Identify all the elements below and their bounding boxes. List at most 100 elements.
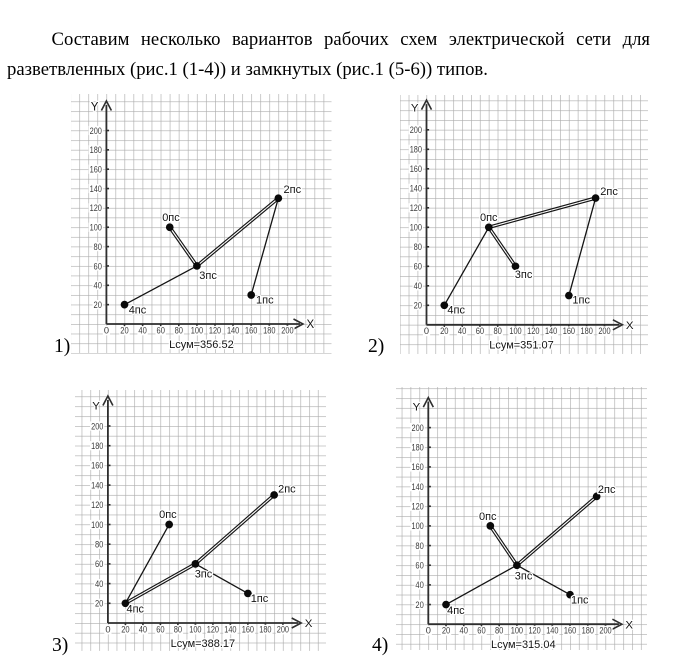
svg-text:140: 140 — [545, 326, 557, 336]
svg-text:Y: Y — [413, 401, 421, 413]
svg-text:Y: Y — [92, 400, 100, 412]
svg-text:80: 80 — [413, 242, 421, 252]
svg-text:160: 160 — [245, 325, 257, 335]
svg-text:40: 40 — [95, 578, 103, 588]
svg-text:120: 120 — [527, 326, 539, 336]
svg-text:80: 80 — [175, 325, 183, 335]
svg-text:60: 60 — [95, 559, 103, 569]
svg-text:20: 20 — [95, 598, 103, 608]
svg-text:80: 80 — [415, 540, 423, 550]
svg-text:140: 140 — [409, 183, 421, 193]
svg-text:40: 40 — [138, 325, 146, 335]
svg-text:180: 180 — [263, 325, 275, 335]
svg-text:0: 0 — [424, 326, 429, 336]
svg-text:140: 140 — [546, 625, 558, 635]
svg-text:100: 100 — [91, 519, 103, 529]
svg-text:4пс: 4пс — [126, 603, 144, 615]
svg-text:40: 40 — [415, 580, 423, 590]
svg-text:X: X — [307, 319, 315, 331]
svg-text:120: 120 — [90, 203, 102, 213]
svg-text:160: 160 — [409, 164, 421, 174]
svg-text:200: 200 — [411, 422, 423, 432]
svg-text:Y: Y — [410, 102, 418, 114]
svg-text:80: 80 — [493, 326, 501, 336]
svg-text:120: 120 — [91, 500, 103, 510]
svg-text:120: 120 — [409, 203, 421, 213]
svg-text:20: 20 — [121, 624, 129, 634]
svg-text:100: 100 — [409, 222, 421, 232]
svg-text:180: 180 — [259, 624, 271, 634]
svg-text:Lсум=356.52: Lсум=356.52 — [169, 339, 234, 351]
svg-text:20: 20 — [94, 300, 102, 310]
svg-text:80: 80 — [94, 242, 102, 252]
svg-text:120: 120 — [207, 624, 219, 634]
svg-text:140: 140 — [224, 624, 236, 634]
svg-text:3пс: 3пс — [514, 268, 532, 280]
svg-text:160: 160 — [562, 326, 574, 336]
svg-text:200: 200 — [281, 325, 293, 335]
svg-text:3пс: 3пс — [199, 270, 217, 282]
svg-text:200: 200 — [90, 126, 102, 136]
svg-text:100: 100 — [411, 521, 423, 531]
svg-text:0: 0 — [105, 624, 110, 634]
svg-text:160: 160 — [242, 624, 254, 634]
svg-text:140: 140 — [90, 184, 102, 194]
svg-text:100: 100 — [509, 326, 521, 336]
svg-text:200: 200 — [598, 326, 610, 336]
svg-text:140: 140 — [227, 325, 239, 335]
svg-text:180: 180 — [409, 144, 421, 154]
svg-text:180: 180 — [411, 442, 423, 452]
svg-text:60: 60 — [477, 625, 485, 635]
svg-text:1пс: 1пс — [251, 592, 269, 604]
svg-text:4пс: 4пс — [447, 304, 465, 316]
svg-text:3пс: 3пс — [195, 568, 213, 580]
svg-text:160: 160 — [411, 462, 423, 472]
svg-text:Y: Y — [91, 102, 99, 114]
svg-text:100: 100 — [191, 325, 203, 335]
svg-text:0пс: 0пс — [162, 212, 180, 224]
svg-text:0: 0 — [104, 325, 109, 335]
svg-text:100: 100 — [189, 624, 201, 634]
svg-text:0: 0 — [426, 625, 431, 635]
svg-text:Lсум=315.04: Lсум=315.04 — [491, 638, 556, 649]
svg-text:40: 40 — [457, 326, 465, 336]
svg-text:60: 60 — [413, 261, 421, 271]
svg-text:60: 60 — [156, 624, 164, 634]
svg-text:180: 180 — [580, 326, 592, 336]
svg-text:Lсум=388.17: Lсум=388.17 — [171, 637, 236, 649]
svg-text:1пс: 1пс — [571, 594, 589, 606]
svg-text:160: 160 — [91, 460, 103, 470]
svg-text:100: 100 — [90, 223, 102, 233]
svg-text:120: 120 — [411, 501, 423, 511]
svg-text:160: 160 — [90, 165, 102, 175]
svg-text:140: 140 — [411, 481, 423, 491]
svg-text:80: 80 — [495, 625, 503, 635]
svg-text:2пс: 2пс — [600, 186, 618, 198]
svg-text:0пс: 0пс — [479, 511, 497, 523]
svg-text:180: 180 — [90, 145, 102, 155]
svg-text:4пс: 4пс — [447, 604, 465, 616]
svg-text:X: X — [625, 619, 633, 631]
svg-text:60: 60 — [415, 560, 423, 570]
svg-text:20: 20 — [442, 625, 450, 635]
svg-text:Lсум=351.07: Lсум=351.07 — [489, 339, 554, 351]
svg-text:20: 20 — [440, 326, 448, 336]
svg-text:100: 100 — [511, 625, 523, 635]
svg-text:180: 180 — [582, 625, 594, 635]
svg-text:3пс: 3пс — [515, 570, 533, 582]
svg-text:40: 40 — [94, 281, 102, 291]
svg-text:20: 20 — [415, 599, 423, 609]
svg-text:40: 40 — [139, 624, 147, 634]
svg-text:200: 200 — [91, 421, 103, 431]
svg-text:200: 200 — [277, 624, 289, 634]
svg-text:60: 60 — [475, 326, 483, 336]
svg-text:1пс: 1пс — [572, 294, 590, 306]
svg-text:60: 60 — [157, 325, 165, 335]
svg-text:0пс: 0пс — [480, 211, 498, 223]
svg-text:80: 80 — [174, 624, 182, 634]
svg-text:20: 20 — [120, 325, 128, 335]
svg-text:X: X — [625, 319, 633, 331]
svg-text:2пс: 2пс — [598, 483, 616, 495]
svg-text:200: 200 — [409, 125, 421, 135]
svg-text:20: 20 — [413, 300, 421, 310]
